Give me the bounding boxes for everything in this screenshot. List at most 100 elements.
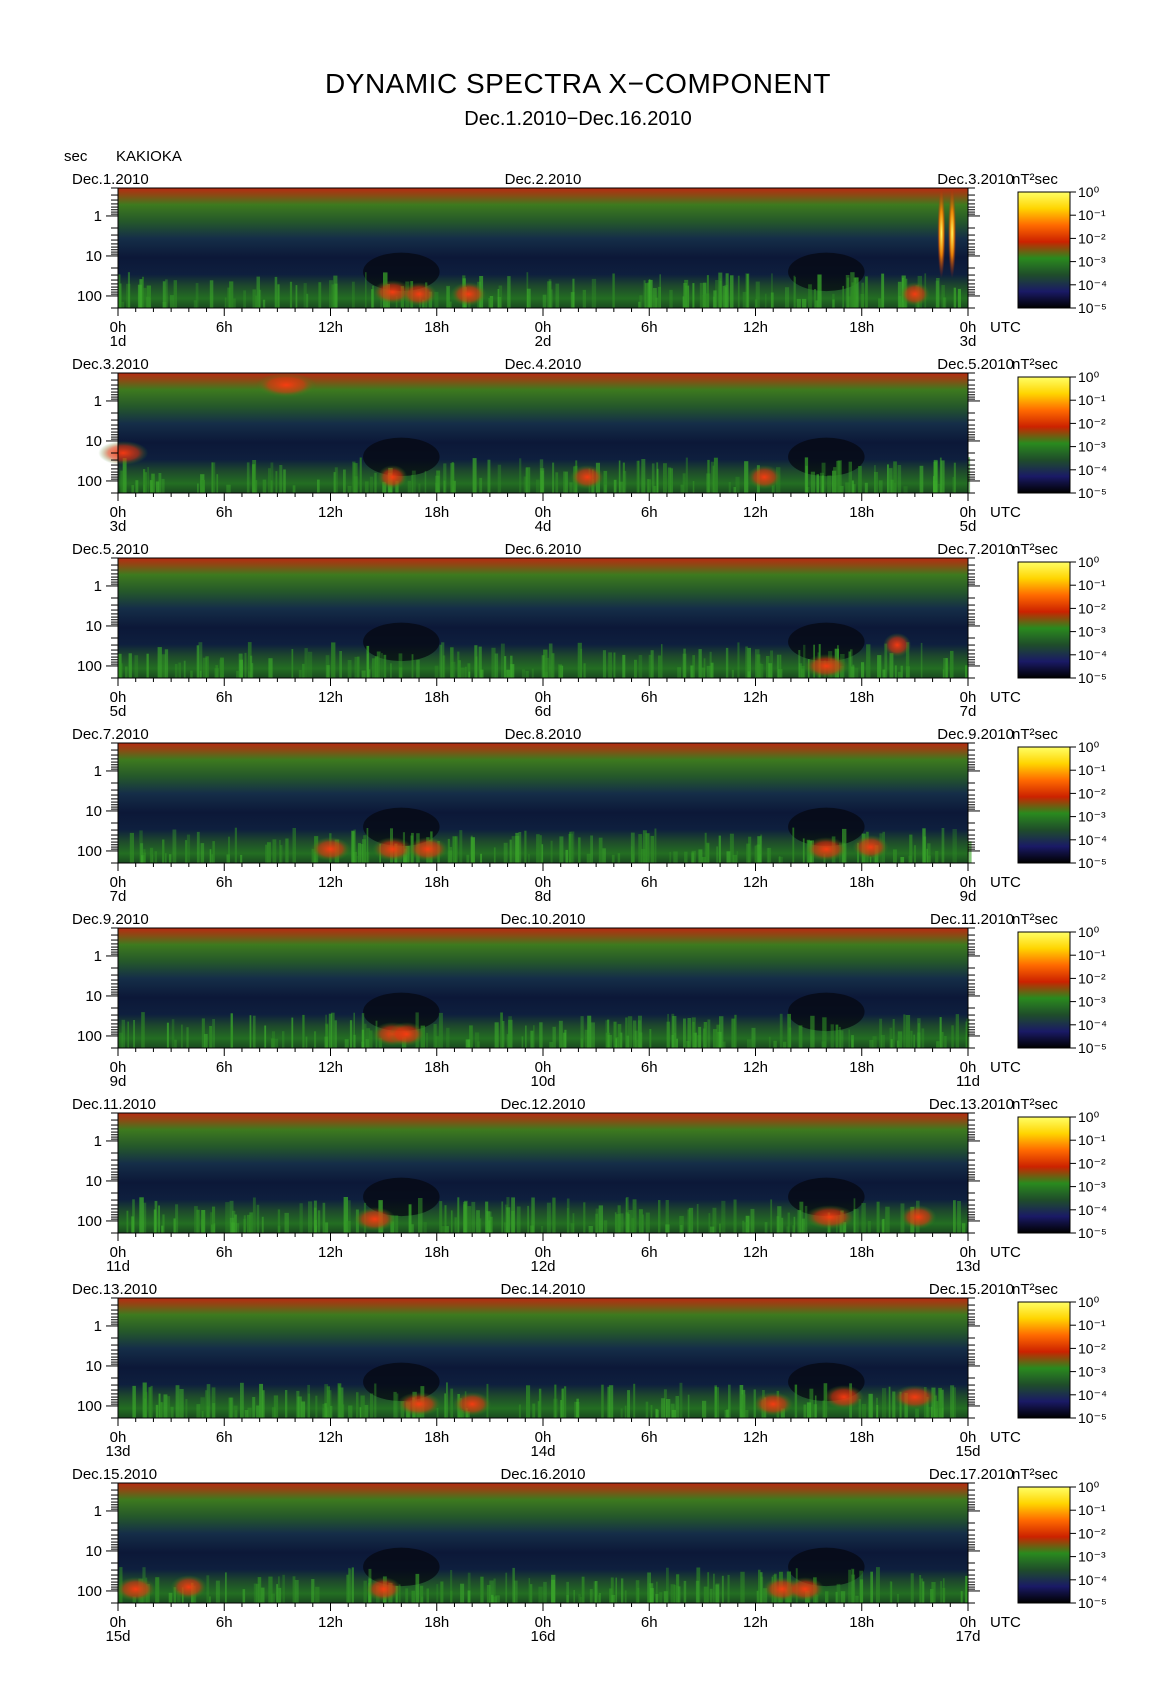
spectrum-texture [869,1039,874,1048]
spectrum-texture [701,856,706,863]
spectrum-texture [285,1390,288,1418]
spectrum-texture [211,462,216,493]
spectrum-texture [226,484,231,493]
spectrum-texture [851,666,855,678]
colorbar-tick-label: 10⁻⁴ [1078,832,1107,848]
spectrum-texture [647,282,649,308]
spectrum-texture [158,473,162,493]
panel-left-date: Dec.15.2010 [72,1466,157,1483]
spectrum-texture [935,280,939,308]
spectrum-texture [802,838,805,863]
spectrum-texture [939,1017,942,1048]
spectrum-texture [531,1197,535,1233]
spectrum-texture [827,475,832,493]
spectrum-texture [905,1015,911,1048]
spectrum-texture [528,1578,531,1603]
spectrum-texture [297,1396,302,1418]
spectrum-texture [408,1204,412,1233]
spectrum-texture [196,645,199,678]
spectrum-texture [474,645,478,678]
spectral-event [804,1205,855,1230]
spectrum-texture [609,1588,613,1603]
spectrum-texture [889,653,894,678]
colorbar-unit: nT²sec [1012,171,1058,188]
spectrum-texture [256,276,260,308]
spectrum-texture [576,1398,579,1418]
spectrum-texture [737,642,740,678]
spectrum-texture [651,463,655,493]
spectrum-texture [952,477,955,493]
spectrum-texture [294,1580,299,1603]
colorbar-tick-label: 10⁰ [1078,1479,1100,1495]
x-tick-label: 18h [849,504,874,521]
spectrum-texture [910,1573,914,1603]
spectral-event [372,837,413,862]
spectrum-texture [314,1031,317,1048]
spectrum-texture [742,1220,745,1233]
spectral-event [353,1207,396,1232]
spectrum-texture [625,1197,629,1233]
spectrum-texture [510,664,515,678]
spectrum-texture [663,463,667,493]
spectrum-texture [713,457,718,493]
spectrum-texture [175,1204,179,1233]
spectrum-texture [622,654,626,678]
spectrum-texture [363,835,367,863]
spectrum-texture [348,1200,351,1233]
spectrum-texture [707,459,710,493]
spectrum-texture [917,1023,920,1048]
spectrum-texture [356,1392,359,1418]
spectrum-texture [246,462,250,493]
spectrum-texture [716,846,718,863]
spectrum-texture [940,1032,944,1048]
spectrum-texture [821,1041,826,1048]
spectrum-texture [940,460,945,493]
spectrum-texture [665,1224,670,1233]
spectrum-texture [745,1215,750,1233]
spectrum-texture [322,1407,326,1418]
spectrum-texture [680,1225,683,1233]
spectrum-texture [366,653,369,678]
spectrum-texture [680,484,684,493]
spectrum-texture [206,1575,210,1603]
spectrum-texture [778,856,781,863]
spectral-event [786,1577,825,1602]
day-label: 16d [530,1628,555,1645]
spectrum-texture [167,1396,171,1418]
spectrum-texture [890,1039,893,1048]
spectrum-texture [442,655,446,678]
y-tick-label: 100 [77,1398,102,1415]
spectrum-texture [607,1035,612,1048]
spectrum-texture [782,1041,787,1048]
x-tick-label: 18h [424,319,449,336]
spectrum-texture [201,1211,205,1233]
spectrum-texture [364,1405,369,1418]
spectrum-texture [475,1032,480,1048]
spectrum-texture [162,839,165,863]
spectrum-texture [728,1384,731,1418]
spectrum-texture [225,1572,227,1603]
spectrum-texture [555,283,560,308]
colorbar-tick-label: 10⁻⁵ [1078,1040,1107,1056]
colorbar [1017,746,1071,864]
spectrum-texture [133,1020,135,1048]
spectrum-texture [201,1410,204,1418]
spectrum-texture [552,462,555,493]
spectrum-texture [636,460,639,493]
spectrum-texture [852,484,856,493]
spectrum-texture [196,1404,201,1418]
spectrum-texture [836,1583,841,1603]
spectrum-texture [638,1015,642,1048]
spectrum-texture [957,1201,961,1233]
spectrum-texture [331,284,335,308]
panel-right-date: Dec.5.2010 [937,356,1014,373]
spectrum-texture [451,462,454,493]
spectrum-texture [435,475,440,493]
spectrum-texture [317,479,320,493]
colorbar-tick-label: 10⁻⁵ [1078,300,1107,316]
spectrum-texture [411,654,414,678]
x-tick-label: 12h [743,504,768,521]
spectrum-texture [250,655,253,678]
spectrum-texture [272,839,277,863]
